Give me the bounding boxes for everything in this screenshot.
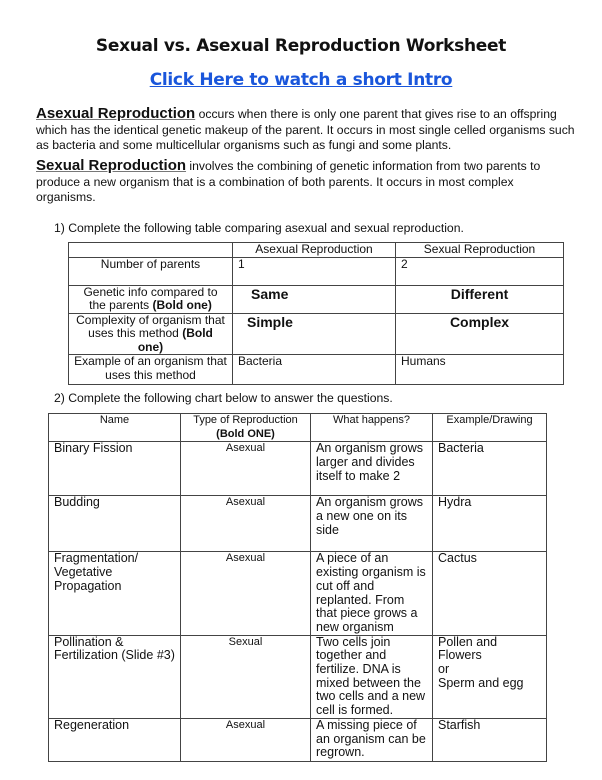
row-label: Number of parents bbox=[68, 256, 233, 286]
asexual-definition: Asexual Reproduction occurs when there i… bbox=[36, 106, 576, 154]
what-cell[interactable]: A missing piece of an organism can be re… bbox=[310, 717, 433, 762]
name-cell: Pollination & Fertilization (Slide #3) bbox=[48, 634, 181, 719]
asexual-cell[interactable]: 1 bbox=[232, 256, 396, 286]
name-cell: Budding bbox=[48, 495, 181, 553]
chart-row: Regeneration Asexual A missing piece of … bbox=[48, 717, 547, 762]
asexual-cell[interactable]: Bacteria bbox=[232, 354, 396, 385]
asexual-definition-text: occurs when there is only one parent tha… bbox=[36, 107, 575, 152]
sexual-cell[interactable]: Complex bbox=[395, 312, 564, 355]
name-cell: Binary Fission bbox=[48, 441, 181, 497]
asexual-cell[interactable]: Simple bbox=[232, 312, 396, 355]
row-label: Genetic info compared to the parents (Bo… bbox=[68, 284, 233, 314]
what-cell[interactable]: A piece of an existing organism is cut o… bbox=[310, 551, 433, 636]
type-cell[interactable]: Asexual bbox=[180, 551, 311, 636]
example-cell[interactable]: Pollen and Flowers or Sperm and egg bbox=[432, 634, 547, 719]
table-row: Complexity of organism that uses this me… bbox=[68, 312, 564, 355]
what-cell[interactable]: An organism grows larger and divides its… bbox=[310, 441, 433, 497]
example-cell[interactable]: Cactus bbox=[432, 551, 547, 636]
header-type-note: (Bold ONE) bbox=[216, 427, 275, 440]
header-example: Example/Drawing bbox=[432, 412, 547, 443]
reproduction-chart: Name Type of Reproduction (Bold ONE) What… bbox=[48, 412, 547, 762]
sexual-term: Sexual Reproduction bbox=[36, 157, 187, 174]
name-cell: Fragmentation/ Vegetative Propagation bbox=[48, 551, 181, 636]
question-1-label: 1) Complete the following table comparin… bbox=[54, 221, 464, 235]
row-label: Complexity of organism that uses this me… bbox=[68, 312, 233, 355]
table-row: Number of parents 1 2 bbox=[68, 256, 564, 286]
header-cell: Sexual Reproduction bbox=[395, 242, 564, 258]
table-row: Example of an organism that uses this me… bbox=[68, 354, 564, 385]
asexual-cell[interactable]: Same bbox=[232, 284, 396, 314]
type-cell[interactable]: Asexual bbox=[180, 717, 311, 762]
sexual-cell[interactable]: 2 bbox=[395, 256, 564, 286]
example-cell[interactable]: Hydra bbox=[432, 495, 547, 553]
table-row: Genetic info compared to the parents (Bo… bbox=[68, 284, 564, 314]
what-cell[interactable]: Two cells join together and fertilize. D… bbox=[310, 634, 433, 719]
example-cell[interactable]: Starfish bbox=[432, 717, 547, 762]
chart-row: Binary Fission Asexual An organism grows… bbox=[48, 441, 547, 497]
example-cell[interactable]: Bacteria bbox=[432, 441, 547, 497]
header-cell bbox=[68, 242, 233, 258]
row-label: Example of an organism that uses this me… bbox=[68, 354, 233, 385]
sexual-cell[interactable]: Different bbox=[395, 284, 564, 314]
header-name: Name bbox=[48, 412, 181, 443]
header-type: Type of Reproduction (Bold ONE) bbox=[180, 412, 311, 443]
sexual-cell[interactable]: Humans bbox=[395, 354, 564, 385]
page-title: Sexual vs. Asexual Reproduction Workshee… bbox=[95, 36, 507, 56]
intro-video-link[interactable]: Click Here to watch a short Intro bbox=[149, 70, 453, 90]
chart-header-row: Name Type of Reproduction (Bold ONE) What… bbox=[48, 412, 547, 443]
sexual-definition-text: involves the combining of genetic inform… bbox=[36, 159, 541, 204]
comparison-table: Asexual Reproduction Sexual Reproduction… bbox=[68, 242, 564, 385]
table-header-row: Asexual Reproduction Sexual Reproduction bbox=[68, 242, 564, 258]
name-cell: Regeneration bbox=[48, 717, 181, 762]
asexual-term: Asexual Reproduction bbox=[36, 105, 196, 122]
chart-row: Pollination & Fertilization (Slide #3) S… bbox=[48, 634, 547, 719]
what-cell[interactable]: An organism grows a new one on its side bbox=[310, 495, 433, 553]
chart-row: Fragmentation/ Vegetative Propagation As… bbox=[48, 551, 547, 636]
type-cell[interactable]: Sexual bbox=[180, 634, 311, 719]
type-cell[interactable]: Asexual bbox=[180, 441, 311, 497]
type-cell[interactable]: Asexual bbox=[180, 495, 311, 553]
sexual-definition: Sexual Reproduction involves the combini… bbox=[36, 158, 576, 206]
chart-row: Budding Asexual An organism grows a new … bbox=[48, 495, 547, 553]
question-2-label: 2) Complete the following chart below to… bbox=[54, 391, 393, 405]
header-cell: Asexual Reproduction bbox=[232, 242, 396, 258]
header-what: What happens? bbox=[310, 412, 433, 443]
